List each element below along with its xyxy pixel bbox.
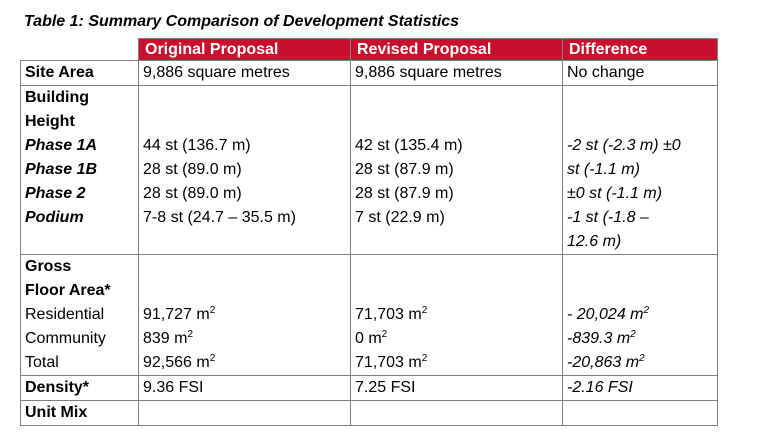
unit-mix-label: Unit Mix bbox=[20, 400, 139, 426]
difference-value: 12.6 m) bbox=[567, 233, 622, 250]
comparison-table: Original Proposal Revised Proposal Diffe… bbox=[20, 38, 718, 426]
height-value: 7 st (22.9 m) bbox=[355, 209, 445, 226]
phase-label: Phase 1B bbox=[25, 161, 98, 178]
site-area-label: Site Area bbox=[20, 60, 139, 86]
gfa-revised: 71,703 m2 0 m2 71,703 m2 bbox=[350, 254, 563, 376]
site-area-original: 9,886 square metres bbox=[138, 60, 351, 86]
phase-label: Podium bbox=[25, 209, 84, 226]
header-blank-cell bbox=[20, 38, 139, 61]
row-unit-mix: Unit Mix bbox=[20, 400, 718, 426]
gfa-diff-value: - 20,024 m2 bbox=[567, 305, 650, 324]
unit-mix-difference bbox=[562, 400, 718, 426]
height-value: 28 st (89.0 m) bbox=[143, 161, 242, 178]
height-value: 28 st (87.9 m) bbox=[355, 161, 454, 178]
gfa-diff-value: -839.3 m2 bbox=[567, 329, 636, 348]
spacer bbox=[25, 230, 134, 248]
gfa-label-cell: Gross Floor Area* Residential Community … bbox=[20, 254, 139, 376]
phase-label: Phase 1A bbox=[25, 137, 98, 154]
gfa-value: 0 m2 bbox=[355, 329, 388, 348]
header-original: Original Proposal bbox=[138, 38, 351, 61]
unit-mix-original bbox=[138, 400, 351, 426]
gfa-value: 91,727 m2 bbox=[143, 305, 216, 324]
row-building-height: Building Height Phase 1A Phase 1B Phase … bbox=[20, 85, 718, 255]
gfa-value: 839 m2 bbox=[143, 329, 194, 348]
gfa-value: 92,566 m2 bbox=[143, 353, 216, 372]
gfa-label-1: Gross bbox=[25, 258, 72, 275]
header-row: Original Proposal Revised Proposal Diffe… bbox=[20, 38, 718, 61]
gfa-row-label: Total bbox=[25, 354, 59, 371]
gfa-row-label: Residential bbox=[25, 306, 105, 323]
unit-mix-revised bbox=[350, 400, 563, 426]
height-value: 28 st (87.9 m) bbox=[355, 185, 454, 202]
site-area-revised: 9,886 square metres bbox=[350, 60, 563, 86]
building-height-revised: 42 st (135.4 m) 28 st (87.9 m) 28 st (87… bbox=[350, 85, 563, 255]
density-label: Density* bbox=[20, 375, 139, 401]
row-site-area: Site Area 9,886 square metres 9,886 squa… bbox=[20, 60, 718, 86]
difference-value: st (-1.1 m) bbox=[567, 161, 640, 178]
height-value: 28 st (89.0 m) bbox=[143, 185, 242, 202]
gfa-row-label: Community bbox=[25, 330, 106, 347]
building-height-label-2: Height bbox=[25, 113, 75, 130]
height-value: 7-8 st (24.7 – 35.5 m) bbox=[143, 209, 296, 226]
building-height-original: 44 st (136.7 m) 28 st (89.0 m) 28 st (89… bbox=[138, 85, 351, 255]
density-revised: 7.25 FSI bbox=[350, 375, 563, 401]
table-caption: Table 1: Summary Comparison of Developme… bbox=[24, 13, 460, 30]
phase-label: Phase 2 bbox=[25, 185, 86, 202]
header-difference: Difference bbox=[562, 38, 718, 61]
gfa-value: 71,703 m2 bbox=[355, 353, 428, 372]
difference-value: -1 st (-1.8 – bbox=[567, 209, 649, 226]
gfa-original: 91,727 m2 839 m2 92,566 m2 bbox=[138, 254, 351, 376]
density-original: 9.36 FSI bbox=[138, 375, 351, 401]
height-value: 44 st (136.7 m) bbox=[143, 137, 251, 154]
gfa-diff-value: -20,863 m2 bbox=[567, 353, 645, 372]
building-height-label-1: Building bbox=[25, 89, 89, 106]
building-height-label-cell: Building Height Phase 1A Phase 1B Phase … bbox=[20, 85, 139, 255]
gfa-difference: - 20,024 m2 -839.3 m2 -20,863 m2 bbox=[562, 254, 718, 376]
row-density: Density* 9.36 FSI 7.25 FSI -2.16 FSI bbox=[20, 375, 718, 401]
building-height-difference: -2 st (-2.3 m) ±0 st (-1.1 m) ±0 st (-1.… bbox=[562, 85, 718, 255]
site-area-difference: No change bbox=[562, 60, 718, 86]
gfa-label-2: Floor Area* bbox=[25, 282, 111, 299]
density-difference: -2.16 FSI bbox=[562, 375, 718, 401]
gfa-value: 71,703 m2 bbox=[355, 305, 428, 324]
height-value: 42 st (135.4 m) bbox=[355, 137, 463, 154]
difference-value: -2 st (-2.3 m) ±0 bbox=[567, 137, 681, 154]
difference-value: ±0 st (-1.1 m) bbox=[567, 185, 663, 202]
header-revised: Revised Proposal bbox=[350, 38, 563, 61]
row-gfa: Gross Floor Area* Residential Community … bbox=[20, 254, 718, 376]
